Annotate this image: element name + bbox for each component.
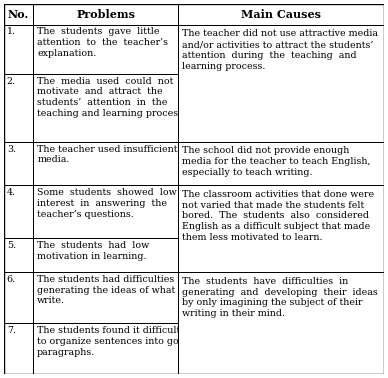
Bar xyxy=(33,25,178,74)
Bar xyxy=(178,272,384,374)
Bar xyxy=(33,238,178,272)
Bar xyxy=(4,238,33,272)
Text: The classroom activities that done were
not varied that made the students felt
b: The classroom activities that done were … xyxy=(182,190,374,242)
Bar xyxy=(33,272,178,323)
Bar xyxy=(4,323,33,374)
Bar xyxy=(4,185,33,238)
Text: Main Causes: Main Causes xyxy=(241,9,321,20)
Text: The students had difficulties in
generating the ideas of what to
write.: The students had difficulties in generat… xyxy=(37,275,188,305)
Text: Problems: Problems xyxy=(76,9,135,20)
Text: The  media  used  could  not
motivate  and  attract  the
students’  attention  i: The media used could not motivate and at… xyxy=(37,77,186,118)
Bar xyxy=(4,272,33,323)
Bar xyxy=(4,142,33,185)
Text: 5.: 5. xyxy=(7,241,16,250)
Text: The  students  gave  little
attention  to  the  teacher’s
explanation.: The students gave little attention to th… xyxy=(37,28,168,58)
Text: The school did not provide enough
media for the teacher to teach English,
especi: The school did not provide enough media … xyxy=(182,147,371,177)
Text: 7.: 7. xyxy=(7,326,16,335)
Bar xyxy=(178,185,384,272)
Text: The teacher used insufficient
media.: The teacher used insufficient media. xyxy=(37,145,178,164)
Text: 2.: 2. xyxy=(7,77,16,85)
Bar xyxy=(178,4,384,25)
Text: 1.: 1. xyxy=(7,28,16,36)
Bar xyxy=(178,25,384,142)
Text: The  students  had  low
motivation in learning.: The students had low motivation in learn… xyxy=(37,241,149,261)
Bar xyxy=(33,4,178,25)
Bar xyxy=(4,4,33,25)
Text: 6.: 6. xyxy=(7,275,16,284)
Text: The teacher did not use attractive media
and/or activities to attract the studen: The teacher did not use attractive media… xyxy=(182,29,378,71)
Text: 4.: 4. xyxy=(7,188,16,197)
Bar xyxy=(4,25,33,74)
Bar xyxy=(33,142,178,185)
Bar xyxy=(33,323,178,374)
Text: No.: No. xyxy=(8,9,29,20)
Bar xyxy=(33,185,178,238)
Bar xyxy=(178,142,384,185)
Text: The  students  have  difficulties  in
generating  and  developing  their  ideas
: The students have difficulties in genera… xyxy=(182,277,378,318)
Bar xyxy=(4,74,33,142)
Text: Some  students  showed  low
interest  in  answering  the
teacher’s questions.: Some students showed low interest in ans… xyxy=(37,188,177,218)
Text: The students found it difficult
to organize sentences into good
paragraphs.: The students found it difficult to organ… xyxy=(37,326,191,356)
Text: 3.: 3. xyxy=(7,145,16,153)
Bar xyxy=(33,74,178,142)
